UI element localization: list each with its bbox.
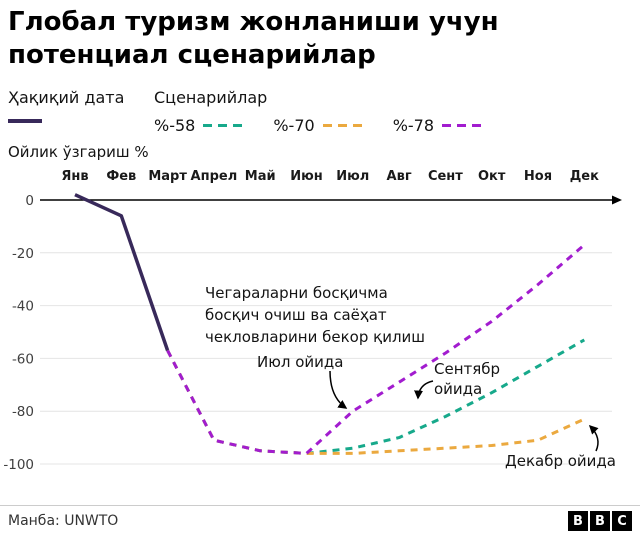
y-axis-tick: -20 bbox=[12, 246, 34, 262]
x-axis-month: Окт bbox=[478, 169, 506, 184]
y-axis-tick: -100 bbox=[3, 457, 34, 473]
x-axis-arrow-icon bbox=[612, 195, 622, 205]
source-label: Манба: UNWTO bbox=[8, 513, 119, 529]
annotation-july: Июл ойида bbox=[257, 353, 344, 371]
legend-actual-swatch bbox=[8, 119, 42, 123]
legend-scenario-swatch bbox=[322, 123, 363, 128]
legend-scenarios-group: Сценарийлар %-58 %-70 %-78 bbox=[154, 88, 483, 135]
legend-item-78: %-78 bbox=[392, 116, 483, 135]
x-axis-month: Дек bbox=[570, 169, 599, 184]
legend-scenario-items: %-58 %-70 %-78 bbox=[154, 116, 483, 135]
bbc-logo-letter: C bbox=[612, 511, 632, 531]
y-axis-tick: 0 bbox=[25, 193, 34, 209]
y-axis-title: Ойлик ўзгариш % bbox=[8, 143, 149, 161]
legend-item-label: %-78 bbox=[392, 116, 435, 135]
x-axis-month: Сент bbox=[428, 169, 463, 184]
legend-item-58: %-58 bbox=[154, 116, 244, 135]
legend-actual-group: Ҳақиқий дата bbox=[8, 88, 124, 123]
x-axis-month: Июл bbox=[336, 169, 369, 184]
x-axis-month: Май bbox=[245, 169, 276, 184]
series-line-0 bbox=[74, 193, 170, 352]
y-axis-tick: -60 bbox=[12, 351, 34, 367]
chart-plot: 0 -20 -40 -60 -80 -100 Янв Фев Март Апрел Май Июн Ию… bbox=[3, 169, 622, 473]
footer: Манба: UNWTO B B C bbox=[0, 505, 640, 536]
y-axis-tick: -40 bbox=[12, 299, 34, 315]
bbc-logo-letter: B bbox=[590, 511, 610, 531]
x-axis-month: Авг bbox=[387, 169, 412, 184]
legend-scenario-swatch bbox=[203, 123, 244, 128]
legend-item-70: %-70 bbox=[273, 116, 363, 135]
series-line-2 bbox=[166, 349, 585, 455]
y-axis-tick: -80 bbox=[12, 404, 34, 420]
annotation-arrow-icon bbox=[414, 380, 434, 400]
annotation-restrictions: Чегараларни босқичма босқич очиш ва саёҳ… bbox=[205, 284, 426, 346]
x-axis-month: Апрел bbox=[191, 169, 238, 184]
legend-item-label: %-70 bbox=[273, 116, 315, 135]
legend-item-label: %-58 bbox=[154, 116, 196, 135]
annotation-december: Декабр ойида bbox=[505, 452, 616, 470]
bbc-logo-letter: B bbox=[568, 511, 588, 531]
legend-scenarios-label: Сценарийлар bbox=[154, 88, 268, 107]
annotation-september: Сентябр ойида bbox=[434, 360, 501, 398]
chart-area: 0 -20 -40 -60 -80 -100 Янв Фев Март Апрел Май Июн Ию… bbox=[0, 158, 640, 505]
annotation-arrow-icon bbox=[329, 370, 348, 409]
series-line-3 bbox=[166, 243, 586, 455]
annotation-arrow-icon bbox=[588, 424, 599, 452]
x-axis-month: Июн bbox=[290, 169, 323, 184]
legend-scenario-swatch bbox=[442, 123, 483, 128]
bbc-logo: B B C bbox=[568, 511, 632, 531]
x-axis-month: Ноя bbox=[524, 169, 552, 184]
x-axis-month: Март bbox=[148, 169, 187, 184]
legend: Ҳақиқий дата Сценарийлар %-58 %-70 %-78 bbox=[8, 88, 632, 136]
series-line-1 bbox=[166, 338, 586, 455]
chart-title: Глобал туризм жонланиши учун потенциал с… bbox=[8, 7, 499, 70]
x-axis-month: Фев bbox=[106, 169, 136, 184]
legend-actual-label: Ҳақиқий дата bbox=[8, 88, 125, 107]
x-axis-month: Янв bbox=[61, 169, 88, 184]
